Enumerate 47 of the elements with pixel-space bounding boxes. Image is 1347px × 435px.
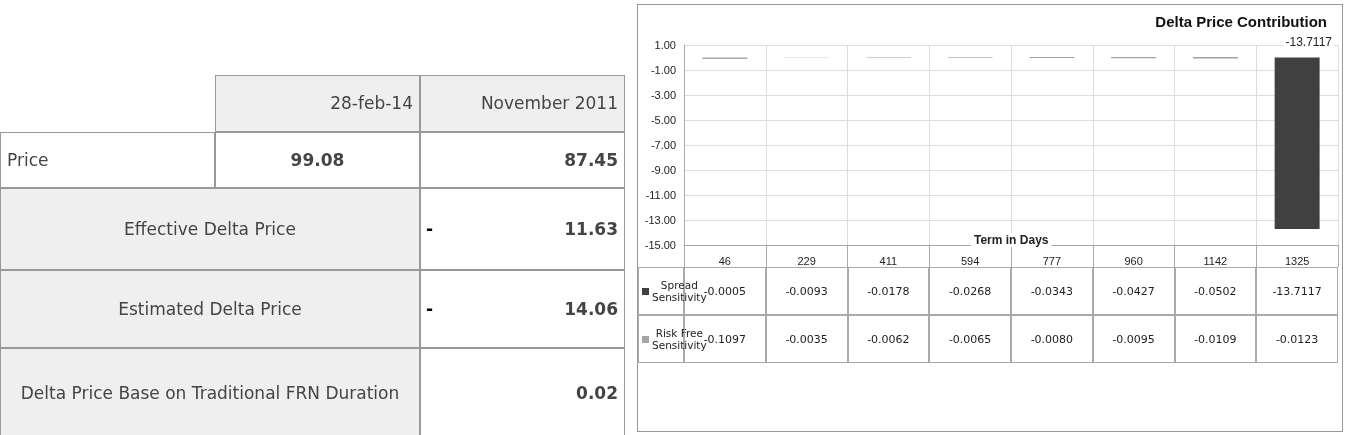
y-tick-label: -1.00 [650, 64, 676, 76]
annotation: -13.7117 [1285, 35, 1333, 49]
x-tick-label: 229 [797, 254, 816, 267]
text: Estimated Delta Price [0, 270, 420, 348]
x-tick-label: 777 [1042, 254, 1062, 267]
data-label: -0.0343 [1011, 267, 1093, 315]
data-label: -0.0268 [929, 267, 1011, 315]
data-label: -0.0502 [1174, 267, 1257, 315]
data-label: -0.0035 [765, 315, 848, 363]
x-tick-label: 1142 [1203, 254, 1228, 267]
data-label: -0.0178 [847, 267, 930, 315]
data-label: -0.0427 [1092, 267, 1175, 315]
text: Delta Price Base on Traditional FRN Duration [0, 348, 420, 435]
data-label: -0.0062 [847, 315, 930, 363]
data-label: -0.0065 [929, 315, 1011, 363]
data-label: -13.7117 [1256, 267, 1338, 315]
text: 14.06 [564, 298, 618, 319]
text: Price [0, 132, 215, 188]
data-label: -0.0109 [1174, 315, 1257, 363]
y-tick-label: -11.00 [645, 189, 676, 201]
data-label: -0.0080 [1011, 315, 1093, 363]
data-label: -0.0093 [765, 267, 848, 315]
x-tick-label: 960 [1124, 254, 1143, 267]
x-axis-title: Term in Days [974, 233, 1049, 247]
text: 87.45 [420, 132, 625, 188]
text: 11.63 [564, 218, 618, 239]
text: - [426, 298, 434, 319]
y-tick-label: -9.00 [650, 164, 676, 176]
y-tick-label: -13.00 [644, 214, 676, 226]
data-label: -0.0095 [1092, 315, 1175, 363]
text: 99.08 [215, 132, 420, 188]
chart-title: Delta Price Contribution [1155, 13, 1328, 30]
y-tick-label: -15.00 [644, 239, 676, 251]
y-tick-label: -3.00 [650, 89, 676, 101]
text: November 2011 [420, 75, 625, 132]
y-tick-label: -5.00 [650, 114, 676, 126]
x-tick-label: 411 [879, 254, 898, 267]
y-tick-label: 1.00 [654, 39, 676, 51]
x-tick-label: 594 [960, 254, 980, 267]
text: 28-feb-14 [215, 75, 420, 132]
x-tick-label: 1325 [1284, 254, 1310, 267]
text: - [426, 218, 434, 239]
x-tick-label: 46 [718, 254, 731, 267]
data-label: -0.0123 [1256, 315, 1338, 363]
text: Effective Delta Price [0, 188, 420, 270]
text: 0.02 [420, 348, 625, 435]
y-tick-label: -7.00 [650, 139, 676, 151]
